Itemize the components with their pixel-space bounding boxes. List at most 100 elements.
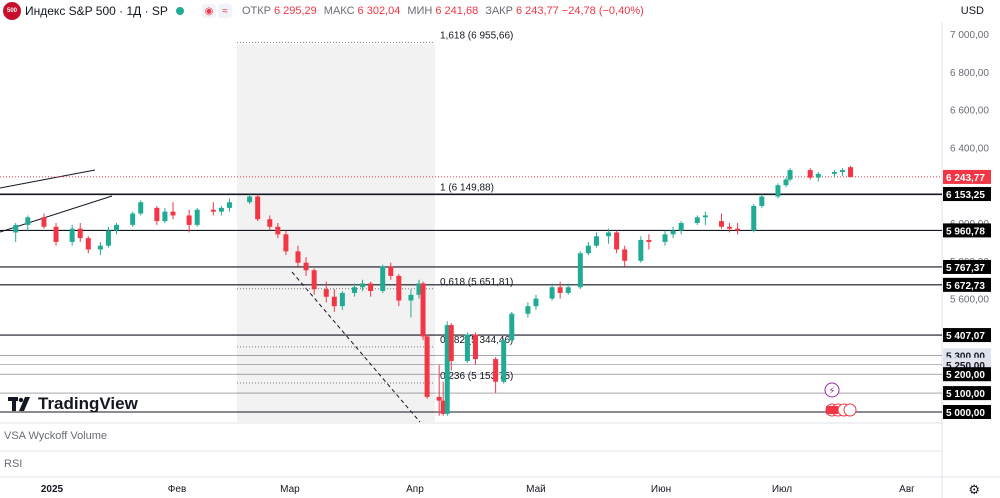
candle-body: [267, 219, 273, 227]
candle-body: [97, 245, 103, 250]
close-key: ЗАКР: [485, 5, 513, 17]
time-axis-tick: Май: [526, 484, 546, 495]
candle-body: [606, 232, 612, 237]
level-axis-label: 5 407,07: [946, 331, 985, 342]
candle-body: [815, 173, 821, 178]
tradingview-logo: TradingView: [8, 394, 138, 414]
lightning-event-glyph: ⚡: [828, 386, 835, 397]
fib-level-label: 1,618 (6 955,66): [440, 30, 513, 41]
tradingview-logo-text: TradingView: [38, 394, 138, 413]
candle-body: [493, 359, 499, 382]
last-price-label-box: [943, 169, 991, 184]
price-axis-tick: 6 400,00: [950, 143, 989, 154]
us-flag-icon: [826, 406, 838, 414]
currency-select[interactable]: USD: [960, 5, 984, 17]
candle-body: [186, 215, 192, 225]
candle-body: [638, 240, 644, 261]
candle-body: [351, 287, 357, 293]
close-value: 6 243,77 −24,78 (−0,40%): [515, 5, 644, 17]
candle-body: [194, 209, 200, 225]
candle-body: [694, 217, 700, 223]
candle-body: [154, 207, 160, 222]
candle-body: [170, 211, 176, 216]
volume-pane-label[interactable]: VSA Wyckoff Volume: [4, 430, 108, 442]
level-axis-label-box: [943, 405, 991, 419]
fib-level-label: 0,236 (5 153,75): [440, 371, 513, 382]
level-axis-label: 5 100,00: [946, 389, 985, 400]
time-axis-tick: 2025: [41, 484, 64, 495]
candle-body: [339, 292, 345, 307]
candle-body: [440, 400, 446, 414]
open-value: 6 295,29: [273, 5, 317, 17]
candle-body: [448, 325, 454, 361]
symbol-title[interactable]: Индекс S&P 500 · 1Д · SP: [25, 4, 168, 18]
price-axis-tick: 6 800,00: [950, 68, 989, 79]
symbol-logo[interactable]: 500: [3, 2, 21, 20]
candle-body: [702, 215, 708, 218]
candle-body: [331, 296, 337, 307]
candle-body: [593, 236, 599, 246]
candle-body: [783, 179, 789, 186]
level-axis-label-box: [943, 367, 991, 382]
decline-trendline: [291, 271, 421, 423]
candle-body: [501, 340, 507, 382]
time-axis-tick: Авг: [899, 484, 915, 495]
level-axis-label-box: [943, 259, 991, 274]
candle-body: [396, 275, 402, 301]
candle-body: [360, 283, 366, 288]
candle-body: [622, 249, 628, 261]
eye-icon[interactable]: ◉: [201, 4, 216, 18]
candle-body: [130, 213, 136, 225]
candle-body: [368, 283, 374, 292]
candle-body: [424, 336, 430, 397]
candle-body: [255, 196, 261, 220]
high-value: 6 302,04: [357, 5, 401, 17]
candle-body: [41, 217, 47, 227]
level-axis-label: 5 250,00: [946, 361, 985, 372]
candle-body: [565, 287, 571, 293]
low-value: 6 241,68: [435, 5, 479, 17]
time-axis-tick: Июн: [651, 484, 671, 495]
us-flag-event-icon: [843, 403, 857, 417]
candle-body: [557, 287, 563, 293]
trendline: [0, 195, 113, 233]
level-axis-label: 6 153,25: [946, 190, 985, 201]
level-axis-label-box: [943, 328, 991, 343]
candle-body: [85, 238, 91, 250]
candle-body: [577, 253, 583, 288]
candle-body: [416, 283, 422, 295]
candle-body: [444, 325, 450, 414]
level-axis-label: 5 767,37: [946, 263, 985, 274]
candle-body: [77, 228, 83, 239]
candle-body: [525, 306, 531, 314]
candle-body: [678, 223, 684, 231]
candle-body: [831, 171, 837, 174]
level-axis-label-box: [943, 386, 991, 401]
gear-icon[interactable]: ⚙: [968, 482, 980, 497]
candle-body: [839, 170, 845, 172]
candle-body: [69, 228, 75, 242]
price-axis-tick: 5 600,00: [950, 295, 989, 306]
candle-body: [311, 270, 317, 290]
level-axis-label: 5 000,00: [946, 408, 985, 419]
trendline: [0, 169, 96, 189]
candle-body: [218, 207, 224, 212]
candle-body: [848, 167, 854, 177]
candle-body: [807, 170, 813, 178]
candle-body: [138, 202, 144, 214]
rsi-pane-label[interactable]: RSI: [4, 458, 23, 470]
level-axis-label-box: [943, 277, 991, 292]
candle-body: [509, 313, 515, 341]
candle-body: [787, 170, 793, 180]
candle-body: [420, 283, 426, 337]
candle-body: [408, 294, 414, 301]
tradingview-logo-icon: [8, 397, 34, 411]
high-key: МАКС: [323, 5, 355, 17]
price-axis-tick: 7 000,00: [950, 30, 989, 41]
candle-body: [388, 266, 394, 276]
candle-body: [533, 298, 539, 307]
candle-body: [226, 202, 232, 208]
wave-icon[interactable]: ≈: [217, 4, 232, 18]
low-key: МИН: [407, 5, 433, 17]
